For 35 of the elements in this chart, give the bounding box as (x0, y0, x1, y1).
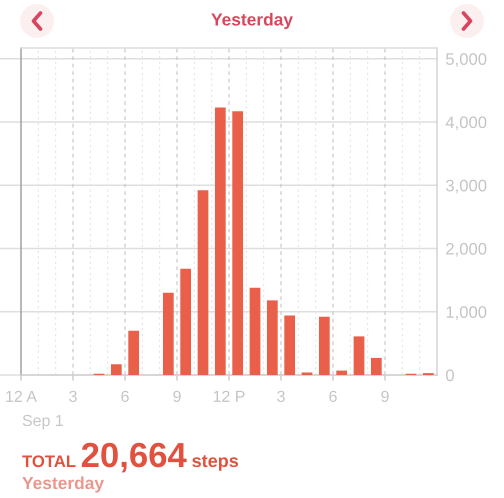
bar (110, 364, 122, 375)
x-tick-label: 6 (121, 390, 129, 402)
x-tick-label: 12 A (6, 390, 37, 402)
bar (162, 292, 174, 375)
bar (198, 190, 208, 375)
x-tick-label: 9 (173, 390, 181, 402)
y-tick-label: 4,000 (446, 116, 486, 130)
x-tick-label: 3 (277, 390, 285, 402)
text: 20,664 (82, 442, 187, 472)
bar (370, 358, 382, 375)
y-tick-label: 3,000 (446, 180, 486, 194)
x-tick-label: 12 P (214, 390, 245, 402)
bar (336, 370, 348, 375)
bar (284, 316, 296, 375)
text: TOTAL (22, 455, 76, 468)
y-tick-label: 1,000 (446, 306, 486, 320)
text: Sep 1 (22, 414, 63, 430)
bar (232, 111, 244, 375)
x-tick-label: 6 (329, 390, 337, 402)
bar (354, 336, 364, 375)
bar (214, 107, 226, 375)
y-tick-label: 2,000 (446, 242, 486, 257)
chart-title: Yesterday (211, 12, 293, 30)
x-tick-label: 9 (381, 390, 389, 402)
y-tick-label: 5,000 (446, 53, 486, 67)
bar (250, 288, 260, 375)
x-tick-label: 3 (69, 390, 77, 402)
text: Yesterday (22, 476, 104, 493)
bar (180, 268, 192, 375)
y-tick-label: 0 (446, 369, 454, 382)
bar (302, 372, 312, 375)
bar (318, 316, 330, 375)
text: steps (192, 455, 238, 471)
bar (128, 330, 140, 375)
bar (266, 300, 278, 375)
